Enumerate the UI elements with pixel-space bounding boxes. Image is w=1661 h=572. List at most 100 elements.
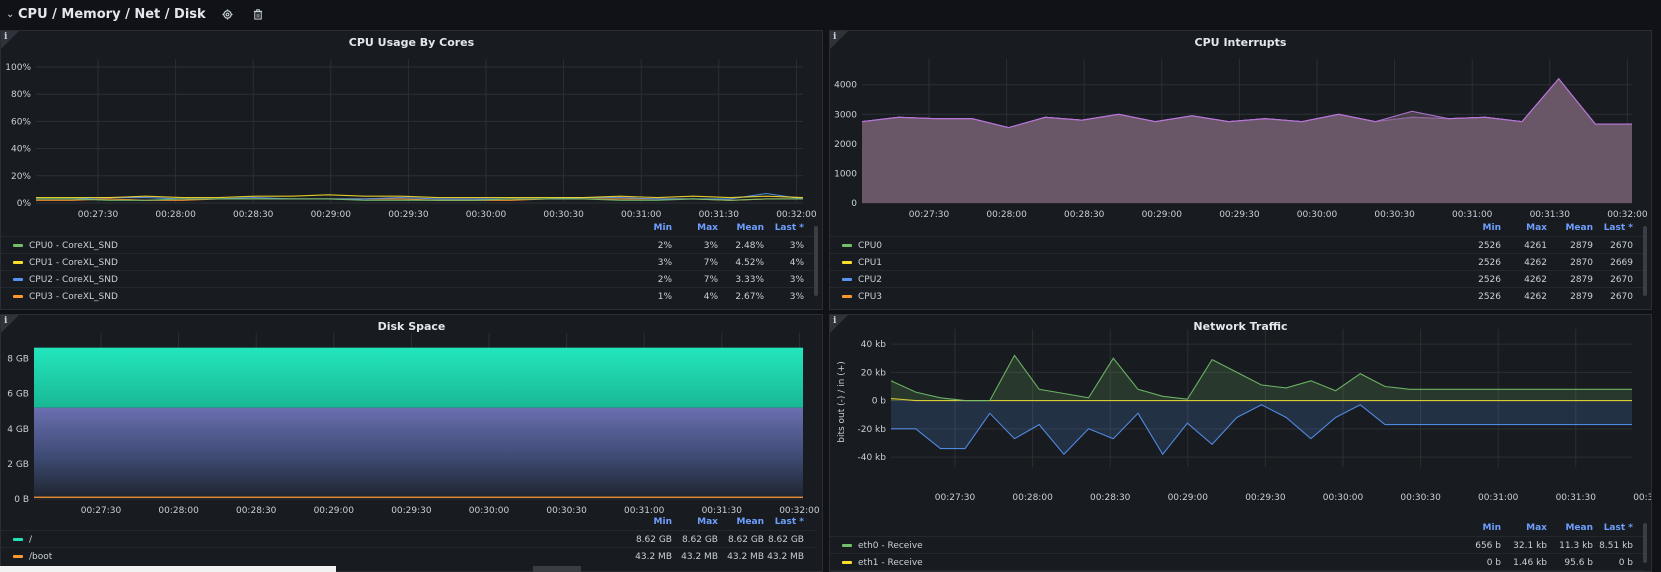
panel-info-corner[interactable] [1, 31, 19, 49]
legend-series-name[interactable]: / [29, 534, 33, 545]
panel-title[interactable]: Disk Space [377, 320, 446, 333]
legend-column-header[interactable]: Min [1482, 222, 1501, 233]
legend-series-name[interactable]: CPU2 - CoreXL_SND [29, 274, 118, 285]
info-icon[interactable]: i [4, 32, 8, 42]
legend-item[interactable]: CPU1 2526 4262 2870 2669 [830, 253, 1645, 271]
series-area-band[interactable] [34, 407, 803, 499]
legend-column-header[interactable]: Last * [1603, 522, 1633, 533]
series-area[interactable] [862, 78, 1632, 203]
legend-column-header[interactable]: Mean [1565, 222, 1593, 233]
legend-series-name[interactable]: CPU0 - CoreXL_SND [29, 240, 118, 251]
gear-icon[interactable] [220, 6, 236, 22]
legend-column-header[interactable]: Last * [774, 222, 804, 233]
legend-item[interactable]: CPU2 - CoreXL_SND 2% 7% 3.33% 3% [1, 270, 816, 288]
legend-series-name[interactable]: eth0 - Receive [858, 540, 923, 551]
legend-column-header[interactable]: Last * [774, 516, 804, 527]
y-tick-label: 2 GB [7, 460, 29, 470]
panel-info-corner[interactable] [1, 315, 19, 333]
legend-item[interactable]: CPU2 2526 4262 2879 2670 [830, 270, 1645, 288]
chart-network-traffic[interactable]: -40 kb -20 kb 0 b 20 kb 40 kb 00:27:30 00:28:0… [830, 315, 1652, 521]
legend-column-header[interactable]: Max [1526, 522, 1547, 533]
legend-column-header[interactable]: Mean [736, 222, 764, 233]
series-line[interactable] [36, 192, 804, 200]
legend-item[interactable]: CPU3 - CoreXL_SND 1% 4% 2.67% 3% [1, 287, 816, 305]
panel-info-corner[interactable] [830, 315, 848, 333]
legend-value: 8.62 GB [727, 534, 764, 545]
x-tick-label: 00:32:00 [779, 506, 820, 515]
legend-scrollbar[interactable] [1643, 523, 1647, 563]
info-icon[interactable]: i [833, 316, 837, 326]
legend-value: 656 b [1475, 540, 1501, 551]
info-icon[interactable]: i [833, 32, 837, 42]
legend-item[interactable]: CPU1 - CoreXL_SND 3% 7% 4.52% 4% [1, 253, 816, 271]
series-line[interactable] [890, 397, 1632, 402]
legend-value: 2670 [1610, 274, 1633, 285]
legend-series-name[interactable]: CPU1 - CoreXL_SND [29, 257, 118, 268]
legend-value: 2% [657, 240, 672, 251]
legend-item[interactable]: CPU3 2526 4262 2879 2670 [830, 287, 1645, 305]
legend-column-header[interactable]: Last * [1603, 222, 1633, 233]
legend-scrollbar[interactable] [1643, 226, 1647, 296]
series-line[interactable] [890, 354, 1632, 402]
legend-column-header[interactable]: Mean [1565, 522, 1593, 533]
series-area[interactable] [891, 400, 1632, 455]
legend-swatch [13, 295, 23, 298]
bottom-strip-tab[interactable] [533, 566, 581, 572]
chevron-down-icon[interactable]: ⌄ [6, 8, 15, 20]
panel-info-corner[interactable] [830, 31, 848, 49]
legend-item[interactable]: eth0 - Receive 656 b 32.1 kb 11.3 kb 8.51 kb [830, 536, 1645, 554]
legend-item[interactable]: CPU0 - CoreXL_SND 2% 3% 2.48% 3% [1, 236, 816, 254]
legend-value: 43.2 MB [635, 551, 672, 562]
legend-column-header[interactable]: Mean [736, 516, 764, 527]
x-tick-label: 00:30:30 [546, 506, 587, 515]
legend-column-header[interactable]: Min [1482, 522, 1501, 533]
legend-item[interactable]: CPU0 2526 4261 2879 2670 [830, 236, 1645, 254]
legend-swatch [13, 244, 23, 247]
legend-scrollbar[interactable] [814, 226, 818, 296]
series-line[interactable] [36, 194, 804, 199]
legend-item[interactable]: /boot 43.2 MB 43.2 MB 43.2 MB 43.2 MB [1, 547, 816, 565]
x-tick-label: 00:27:30 [935, 493, 976, 503]
legend-series-name[interactable]: /boot [29, 551, 53, 562]
legend-column-header[interactable]: Max [697, 222, 718, 233]
legend-series-name[interactable]: CPU0 [858, 240, 883, 251]
legend-column-header[interactable]: Min [653, 222, 672, 233]
legend-column-header[interactable]: Max [697, 516, 718, 527]
chart-cpu-interrupts[interactable]: 0 1000 2000 3000 4000 00:27:30 00:28:00 00:28:3… [830, 31, 1652, 221]
legend-value: 43.2 MB [681, 551, 718, 562]
legend-series-name[interactable]: eth1 - Receive [858, 557, 923, 568]
x-tick-label: 00:28:30 [236, 506, 277, 515]
series-line[interactable] [36, 198, 803, 201]
x-tick-label: 00:29:30 [1219, 210, 1260, 220]
legend-item[interactable]: /8.62 GB 8.62 GB 8.62 GB 8.62 GB [1, 530, 816, 548]
legend-series-name[interactable]: CPU3 [858, 291, 883, 302]
series-line[interactable] [891, 404, 1632, 456]
series-line[interactable] [861, 77, 1632, 129]
info-icon[interactable]: i [4, 316, 8, 326]
x-tick-label: 00:28:30 [1064, 210, 1105, 220]
x-tick-label: 00:28:30 [233, 210, 274, 220]
legend-column-header[interactable]: Max [1526, 222, 1547, 233]
x-tick-label: 00:27:30 [78, 210, 119, 220]
legend-series-name[interactable]: CPU1 [858, 257, 883, 268]
row-title[interactable]: CPU / Memory / Net / Disk [18, 6, 206, 22]
panel-title[interactable]: CPU Usage By Cores [348, 36, 475, 49]
series-area-root[interactable] [34, 347, 803, 408]
legend-value: 0 b [1486, 557, 1501, 568]
legend-header: Min Max Mean Last * [1, 513, 816, 530]
legend-series-name[interactable]: CPU3 - CoreXL_SND [29, 291, 118, 302]
legend-value: 8.62 GB [767, 534, 804, 545]
chart-disk-space[interactable]: 0 B 2 GB 4 GB 6 GB 8 GB 00:27:30 00:28:00 00:28… [1, 315, 823, 515]
x-tick-label: 00:29:30 [391, 506, 432, 515]
legend-column-header[interactable]: Min [653, 516, 672, 527]
trash-icon[interactable] [250, 6, 266, 22]
y-tick-label: 1000 [834, 169, 857, 179]
legend-value: 2669 [1610, 257, 1633, 268]
legend-series-name[interactable]: CPU2 [858, 274, 883, 285]
chart-cpu-usage-by-cores[interactable]: 0% 20% 40% 60% 80% 100% 00:27:30 00:28:00 00:28:… [1, 31, 823, 221]
panel-title[interactable]: Network Traffic [1193, 320, 1288, 333]
panel-title[interactable]: CPU Interrupts [1194, 36, 1287, 49]
legend-item[interactable]: eth1 - Receive 0 b 1.46 kb 95.6 b 0 b [830, 553, 1645, 571]
legend-value: 1.46 kb [1513, 557, 1547, 568]
